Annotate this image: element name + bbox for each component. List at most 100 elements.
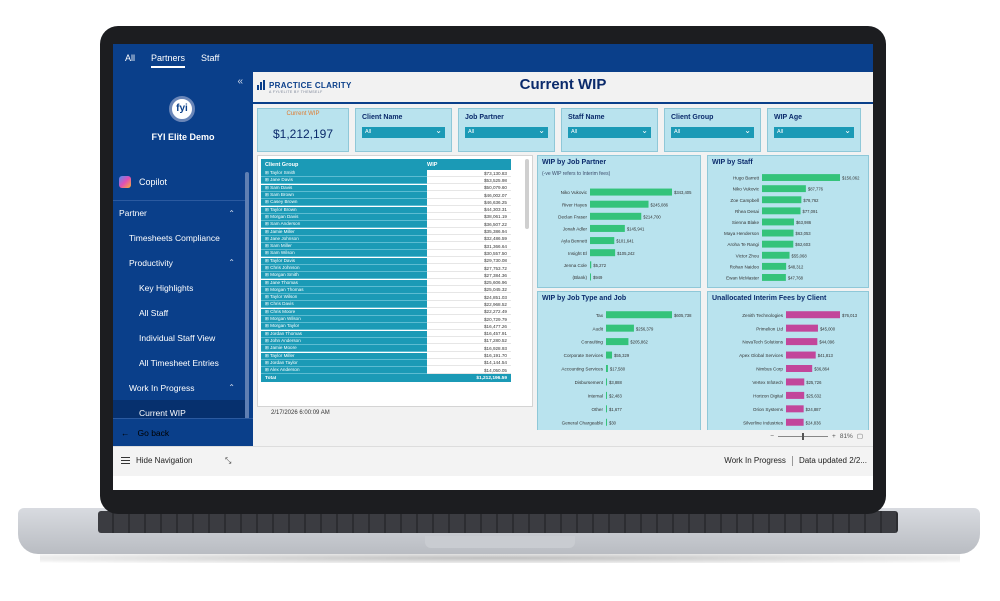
bar[interactable] xyxy=(762,262,787,270)
table-row[interactable]: ⊞ Sam Davis $50,079.60 xyxy=(261,184,511,192)
table-row[interactable]: ⊞ Taylor Miller $16,191.70 xyxy=(261,352,511,360)
bar[interactable] xyxy=(762,196,802,204)
table-row[interactable]: ⊞ Jane Davis $53,525.98 xyxy=(261,177,511,185)
bar[interactable] xyxy=(606,351,613,359)
table-row[interactable]: ⊞ Morgan Smith $27,384.36 xyxy=(261,272,511,280)
bar[interactable] xyxy=(590,273,591,281)
sidebar-item-all-staff[interactable]: All Staff xyxy=(113,300,245,325)
arrow-left-icon: ← xyxy=(121,427,130,438)
table-scrollbar[interactable] xyxy=(525,159,529,229)
bar[interactable] xyxy=(606,338,629,346)
slicer-dropdown[interactable]: All xyxy=(774,125,854,138)
collapse-sidebar-icon[interactable]: « xyxy=(237,76,243,87)
bar[interactable] xyxy=(590,188,672,196)
bar[interactable] xyxy=(606,365,608,372)
sidebar-item-individual-staff-view[interactable]: Individual Staff View xyxy=(113,325,245,350)
bar[interactable] xyxy=(786,391,805,399)
table-row[interactable]: ⊞ Sam Brown $46,002.07 xyxy=(261,192,511,200)
slicer-label: Client Group xyxy=(671,114,714,121)
zoom-slider[interactable] xyxy=(778,432,829,440)
table-row[interactable]: ⊞ Morgan Wilson $20,729.79 xyxy=(261,316,511,324)
table-row[interactable]: ⊞ Alex Anderson $14,050.05 xyxy=(261,367,511,375)
table-row[interactable]: ⊞ Chris Davis $22,968.52 xyxy=(261,301,511,309)
zoom-in-button[interactable]: + xyxy=(832,432,836,440)
bar[interactable] xyxy=(606,418,607,426)
bar[interactable] xyxy=(590,261,592,269)
bar[interactable] xyxy=(786,311,840,319)
zoom-out-button[interactable]: − xyxy=(770,432,775,440)
sidebar-item-partner[interactable]: Partner ⌃ xyxy=(113,200,245,225)
table-row[interactable]: ⊞ Sam Miller $31,366.64 xyxy=(261,243,511,251)
bar[interactable] xyxy=(606,378,607,386)
row-client-group: ⊞ Jordan Thomas xyxy=(261,330,427,338)
bar[interactable] xyxy=(590,212,642,220)
table-row[interactable]: ⊞ Sam Anderson $36,507.22 xyxy=(261,221,511,229)
fit-page-icon[interactable]: ▢ xyxy=(856,433,863,440)
column-header-client-group[interactable]: Client Group xyxy=(265,161,299,168)
table-row[interactable]: ⊞ Chris Johnson $27,753.72 xyxy=(261,265,511,272)
table-row[interactable]: ⊞ Jordan Taylor $14,144.54 xyxy=(261,359,511,367)
laptop-keyboard xyxy=(98,511,898,533)
category-label: Nimbus Corp xyxy=(756,367,783,372)
bar[interactable] xyxy=(762,274,786,281)
bar[interactable] xyxy=(762,251,790,259)
bar[interactable] xyxy=(590,237,615,245)
table-row[interactable]: ⊞ Morgan Taylor $16,477.26 xyxy=(261,323,511,331)
tab-partners[interactable]: Partners xyxy=(143,44,193,72)
sidebar-item-productivity[interactable]: Productivity ⌃ xyxy=(113,250,245,275)
table-row[interactable]: ⊞ Morgan Thomas $25,045.32 xyxy=(261,286,511,294)
table-row[interactable]: ⊞ Sam Wilson $30,557.50 xyxy=(261,250,511,258)
slicer-dropdown[interactable]: All xyxy=(362,125,445,138)
bar[interactable] xyxy=(606,405,607,413)
column-header-wip[interactable]: WIP xyxy=(427,161,438,168)
bar[interactable] xyxy=(786,418,804,426)
go-back-button[interactable]: ← Go back xyxy=(113,418,253,446)
table-row[interactable]: ⊞ Taylor Brown $44,303.31 xyxy=(261,206,511,214)
bar[interactable] xyxy=(590,224,625,232)
bar[interactable] xyxy=(606,324,634,332)
table-row[interactable]: ⊞ Chris Moore $22,272.49 xyxy=(261,308,511,316)
page-name[interactable]: Work In Progress xyxy=(724,456,786,465)
sidebar-item-key-highlights[interactable]: Key Highlights xyxy=(113,275,245,300)
bar[interactable] xyxy=(786,365,813,372)
sidebar-scrollbar[interactable] xyxy=(245,172,249,446)
bar[interactable] xyxy=(606,311,672,319)
bar[interactable] xyxy=(762,174,840,181)
table-row[interactable]: ⊞ Jamie Miller $35,386.94 xyxy=(261,228,511,236)
hide-navigation-button[interactable]: Hide Navigation xyxy=(121,456,192,465)
slicer-dropdown[interactable]: All xyxy=(465,125,548,138)
tab-staff[interactable]: Staff xyxy=(201,53,220,63)
copilot-button[interactable]: Copilot xyxy=(119,176,167,188)
expand-icon[interactable]: ⤡ xyxy=(225,456,232,465)
table-row[interactable]: ⊞ Jane Thomas $25,606.96 xyxy=(261,279,511,287)
bar[interactable] xyxy=(590,200,649,208)
bar[interactable] xyxy=(606,391,607,399)
bar[interactable] xyxy=(786,405,804,413)
sidebar-item-all-timesheet-entries[interactable]: All Timesheet Entries xyxy=(113,350,245,375)
bar[interactable] xyxy=(786,351,816,359)
bar[interactable] xyxy=(786,338,818,346)
bar[interactable] xyxy=(590,249,616,257)
bar[interactable] xyxy=(762,185,806,193)
table-row[interactable]: ⊞ Casey Brown $46,636.25 xyxy=(261,199,511,207)
table-row[interactable]: ⊞ Taylor Smith $73,130.83 xyxy=(261,170,511,178)
bar[interactable] xyxy=(762,207,801,215)
slicer-dropdown[interactable]: All xyxy=(568,125,651,138)
table-row[interactable]: ⊞ Taylor Davis $29,730.08 xyxy=(261,257,511,265)
bar[interactable] xyxy=(762,218,794,226)
table-row[interactable]: ⊞ Jamie Moore $16,928.93 xyxy=(261,345,511,353)
sidebar-item-timesheets-compliance[interactable]: Timesheets Compliance xyxy=(113,225,245,250)
copilot-label: Copilot xyxy=(139,177,168,187)
bar[interactable] xyxy=(762,229,794,237)
sidebar-item-work-in-progress[interactable]: Work In Progress ⌃ xyxy=(113,375,245,400)
bar[interactable] xyxy=(786,324,818,332)
table-row[interactable]: ⊞ Jordan Thomas $16,457.91 xyxy=(261,330,511,338)
table-row[interactable]: ⊞ Taylor Wilson $24,851.03 xyxy=(261,294,511,302)
slicer-dropdown[interactable]: All xyxy=(671,125,754,138)
table-row[interactable]: ⊞ Jane Johnson $32,486.59 xyxy=(261,235,511,243)
table-row[interactable]: ⊞ John Anderson $17,280.52 xyxy=(261,337,511,345)
bar[interactable] xyxy=(762,240,794,248)
table-row[interactable]: ⊞ Morgan Davis $38,061.19 xyxy=(261,213,511,221)
tab-all[interactable]: All xyxy=(125,53,136,63)
bar[interactable] xyxy=(786,378,805,386)
